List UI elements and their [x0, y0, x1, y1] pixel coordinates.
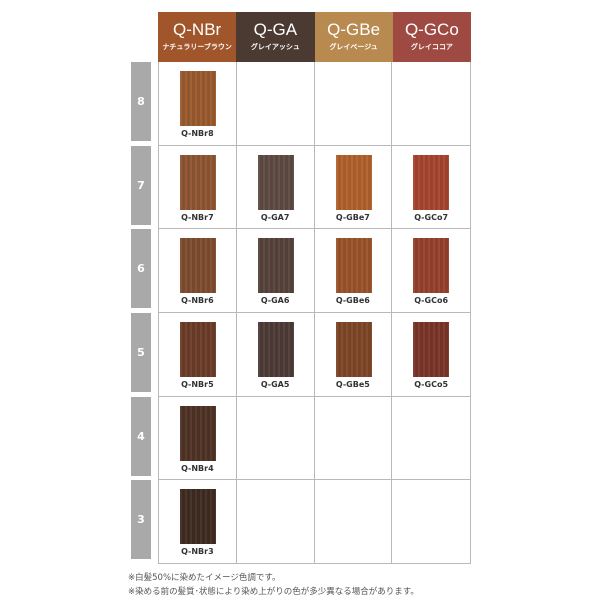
- table-row: Q-NBr5 Q-GA5 Q-GBe5 Q-GCo5: [159, 313, 470, 397]
- table-row: Q-NBr3: [159, 480, 470, 565]
- swatch-label: Q-NBr6: [181, 296, 214, 306]
- column-code: Q-NBr: [173, 20, 222, 39]
- table-cell: Q-NBr7: [159, 145, 237, 229]
- color-swatch: [335, 322, 372, 378]
- column-header-q-gbe: Q-GBe グレイベージュ: [314, 12, 393, 62]
- table-cell: [315, 62, 393, 145]
- color-swatch: [257, 322, 294, 378]
- footnote: ※白髪50%に染めたイメージ色調です。: [128, 573, 281, 583]
- color-swatch: [180, 322, 216, 378]
- color-swatch: [180, 405, 216, 461]
- swatch-label: Q-GCo7: [414, 212, 449, 222]
- level-label: 6: [131, 229, 151, 309]
- color-swatch: [413, 154, 450, 210]
- level-label: 8: [131, 62, 151, 141]
- table-cell: [392, 397, 470, 480]
- color-swatch: [335, 238, 372, 294]
- color-chart: Q-NBr ナチュラリーブラウン Q-GA グレイアッシュ Q-GBe グレイベージュ Q-…: [158, 12, 471, 565]
- level-label: 3: [131, 480, 151, 560]
- swatch-label: Q-NBr5: [181, 380, 214, 390]
- color-swatch: [413, 238, 450, 294]
- table-cell: Q-GCo7: [392, 146, 470, 229]
- table-cell: Q-GCo5: [392, 313, 470, 396]
- color-swatch: [335, 154, 372, 210]
- footnote: ※染める前の髪質･状態により染め上がりの色が多少異なる場合があります。: [128, 587, 419, 597]
- column-header-q-gco: Q-GCo グレイココア: [392, 12, 471, 62]
- table-cell: Q-GCo6: [392, 229, 470, 312]
- table-row: Q-NBr4: [159, 396, 470, 481]
- column-headers: Q-NBr ナチュラリーブラウン Q-GA グレイアッシュ Q-GBe グレイベージュ Q-…: [158, 12, 471, 62]
- column-code: Q-GA: [253, 20, 298, 39]
- table-cell: Q-NBr8: [159, 62, 237, 145]
- table-cell: Q-NBr3: [159, 480, 237, 564]
- column-code: Q-GCo: [404, 20, 459, 39]
- swatch-label: Q-GBe6: [335, 296, 370, 306]
- swatch-label: Q-NBr3: [181, 547, 214, 557]
- color-swatch: [257, 154, 294, 210]
- table-cell: [315, 480, 393, 564]
- table-cell: [392, 480, 470, 563]
- column-name: グレイアッシュ: [250, 43, 300, 51]
- swatch-label: Q-GCo5: [414, 380, 449, 390]
- table-cell: [237, 396, 315, 480]
- color-swatch: [257, 238, 294, 294]
- column-header-q-nbr: Q-NBr ナチュラリーブラウン: [158, 12, 237, 62]
- color-swatch: [180, 489, 216, 545]
- swatch-label: Q-GBe5: [335, 380, 370, 390]
- table-cell: [315, 396, 393, 480]
- table-cell: Q-GA7: [237, 145, 315, 229]
- swatch-label: Q-GA5: [260, 380, 290, 390]
- level-label: 4: [131, 396, 151, 476]
- color-swatch: [180, 238, 216, 294]
- table-cell: [237, 480, 315, 564]
- footnotes: ※白髪50%に染めたイメージ色調です。 ※染める前の髪質･状態により染め上がりの…: [128, 571, 419, 599]
- swatch-label: Q-GA6: [260, 296, 290, 306]
- table-cell: Q-GA5: [237, 313, 315, 396]
- table-cell: Q-NBr6: [159, 229, 237, 313]
- column-name: グレイココア: [410, 43, 453, 51]
- table-cell: Q-GBe6: [315, 229, 393, 313]
- swatch-label: Q-GCo6: [414, 296, 449, 306]
- column-header-q-ga: Q-GA グレイアッシュ: [236, 12, 315, 62]
- swatch-label: Q-NBr4: [181, 463, 214, 473]
- column-name: グレイベージュ: [329, 43, 378, 51]
- table-cell: Q-GBe7: [315, 145, 393, 229]
- column-code: Q-GBe: [327, 20, 381, 39]
- swatch-label: Q-GA7: [260, 212, 290, 222]
- swatch-label: Q-NBr7: [181, 212, 214, 222]
- color-swatch: [180, 71, 216, 126]
- swatch-label: Q-GBe7: [335, 212, 370, 222]
- color-swatch: [180, 154, 216, 210]
- table-cell: [237, 62, 315, 145]
- chart-rows: Q-NBr8 Q-NBr7 Q-GA7 Q-GBe7 Q-GCo7 Q-NBr6 Q-GA6…: [158, 62, 471, 565]
- swatch-label: Q-NBr8: [181, 129, 214, 138]
- level-label: 7: [131, 145, 151, 225]
- table-cell: [392, 62, 470, 145]
- table-row: Q-NBr8: [159, 62, 470, 146]
- color-swatch: [413, 322, 450, 378]
- table-row: Q-NBr7 Q-GA7 Q-GBe7 Q-GCo7: [159, 145, 470, 230]
- table-cell: Q-GA6: [237, 229, 315, 313]
- table-cell: Q-GBe5: [315, 313, 393, 396]
- table-cell: Q-NBr5: [159, 313, 237, 396]
- table-cell: Q-NBr4: [159, 396, 237, 480]
- table-row: Q-NBr6 Q-GA6 Q-GBe6 Q-GCo6: [159, 229, 470, 314]
- level-label: 5: [131, 313, 151, 393]
- column-name: ナチュラリーブラウン: [162, 43, 232, 51]
